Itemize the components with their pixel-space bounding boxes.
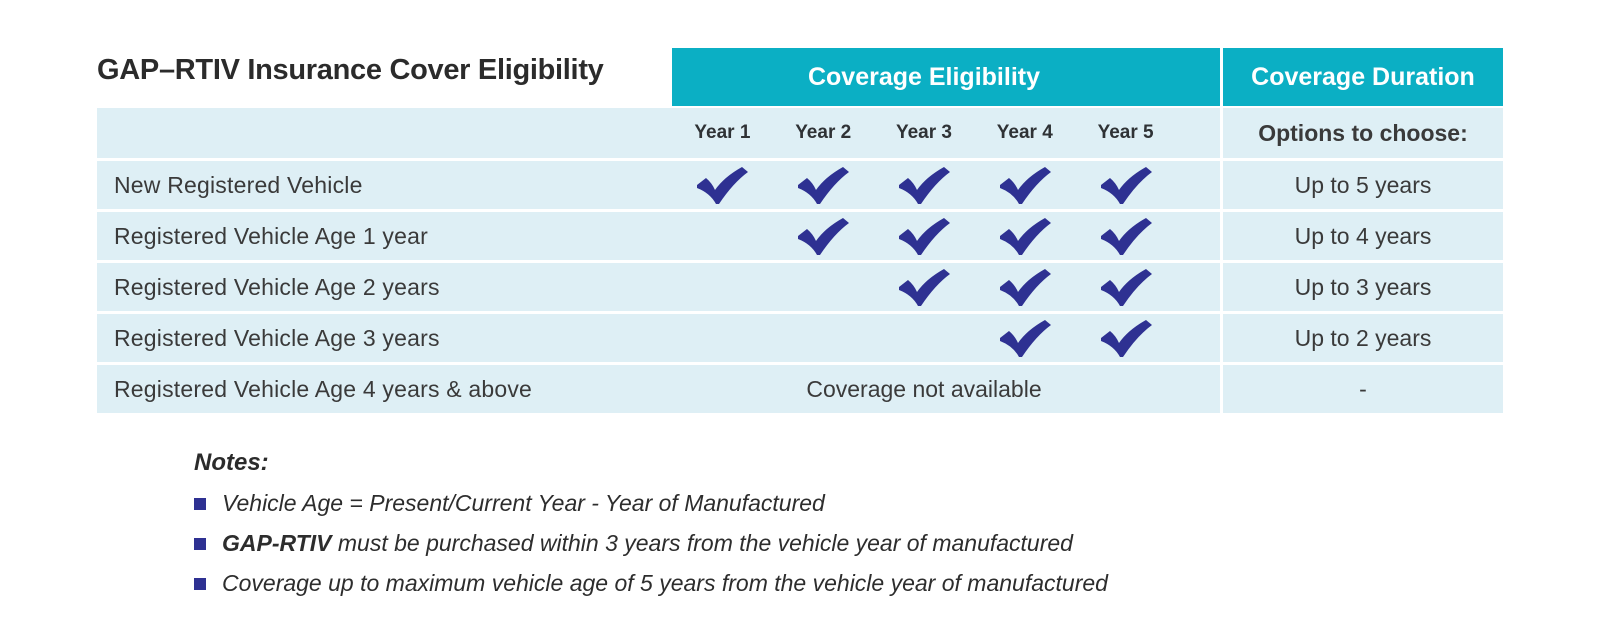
options-to-choose-header: Options to choose: <box>1219 108 1503 158</box>
check-cell <box>874 161 975 209</box>
coverage-eligibility-header: Coverage Eligibility <box>807 62 1040 91</box>
check-icon <box>1100 269 1152 306</box>
duration-value: Up to 3 years <box>1219 263 1503 311</box>
check-cell <box>974 314 1075 362</box>
check-cell <box>672 212 773 260</box>
check-cell <box>1075 263 1176 311</box>
check-icon <box>898 167 950 204</box>
subheader-spacer-cell <box>1176 108 1220 158</box>
check-cell <box>1075 314 1176 362</box>
note-text: Coverage up to maximum vehicle age of 5 … <box>222 570 1108 596</box>
row-spacer-cell <box>1176 314 1220 362</box>
year-1-header: Year 1 <box>694 122 751 143</box>
row-label: Registered Vehicle Age 3 years <box>114 324 440 351</box>
check-cell <box>672 161 773 209</box>
check-icon <box>1100 167 1152 204</box>
note-text: GAP-RTIV must be purchased within 3 year… <box>222 530 1073 556</box>
row-spacer-cell <box>1176 212 1220 260</box>
coverage-not-available-cell: Coverage not available <box>806 375 1042 402</box>
check-icon <box>697 167 749 204</box>
check-cell <box>974 161 1075 209</box>
duration-value: Up to 5 years <box>1219 161 1503 209</box>
duration-value: - <box>1219 365 1503 413</box>
check-cell <box>874 212 975 260</box>
note-item: Vehicle Age = Present/Current Year - Yea… <box>194 490 1600 517</box>
year-4-header: Year 4 <box>996 122 1053 143</box>
check-icon <box>798 218 850 255</box>
coverage-duration-header: Coverage Duration <box>1220 48 1503 106</box>
check-icon <box>1100 218 1152 255</box>
check-cell <box>974 212 1075 260</box>
row-label: Registered Vehicle Age 4 years & above <box>114 375 533 402</box>
check-cell <box>874 314 975 362</box>
check-cell <box>773 161 874 209</box>
check-icon <box>999 167 1051 204</box>
row-label: Registered Vehicle Age 1 year <box>114 222 428 249</box>
eligibility-table: Year 1 Year 2 Year 3 Year 4 Year 5 Optio… <box>97 108 1503 413</box>
note-item: GAP-RTIV must be purchased within 3 year… <box>194 530 1600 557</box>
check-cell <box>773 212 874 260</box>
year-3-header: Year 3 <box>895 122 952 143</box>
row-label: New Registered Vehicle <box>114 171 363 198</box>
year-5-header: Year 5 <box>1097 122 1154 143</box>
notes-heading: Notes: <box>194 449 269 476</box>
check-icon <box>1100 320 1152 357</box>
duration-value: Up to 4 years <box>1219 212 1503 260</box>
check-cell <box>1075 161 1176 209</box>
check-icon <box>999 218 1051 255</box>
check-icon <box>898 218 950 255</box>
table-row: Registered Vehicle Age 2 years Up to 3 y… <box>97 260 1503 311</box>
check-cell <box>672 263 773 311</box>
row-label: Registered Vehicle Age 2 years <box>114 273 440 300</box>
header-row: GAP–RTIV Insurance Cover Eligibility Cov… <box>97 48 1600 106</box>
table-header-band: Coverage Eligibility Coverage Duration <box>672 48 1503 106</box>
page-title: GAP–RTIV Insurance Cover Eligibility <box>97 53 604 86</box>
row-spacer-cell <box>1176 263 1220 311</box>
table-row: New Registered Vehicle Up to 5 years <box>97 158 1503 209</box>
header-band-spacer <box>1176 48 1220 106</box>
note-item: Coverage up to maximum vehicle age of 5 … <box>194 570 1600 597</box>
square-bullet-icon <box>194 497 206 510</box>
year-2-header: Year 2 <box>795 122 852 143</box>
row-spacer-cell <box>1176 161 1220 209</box>
note-text: Vehicle Age = Present/Current Year - Yea… <box>222 490 825 516</box>
check-icon <box>999 269 1051 306</box>
square-bullet-icon <box>194 537 206 550</box>
check-icon <box>798 167 850 204</box>
check-cell <box>1075 212 1176 260</box>
duration-value: Up to 2 years <box>1219 314 1503 362</box>
table-row: Registered Vehicle Age 4 years & above C… <box>97 362 1503 413</box>
table-row: Registered Vehicle Age 1 year Up to 4 ye… <box>97 209 1503 260</box>
notes-section: Notes: Vehicle Age = Present/Current Yea… <box>194 449 1600 597</box>
check-cell <box>773 263 874 311</box>
row-spacer-cell <box>1176 365 1220 413</box>
check-icon <box>898 269 950 306</box>
square-bullet-icon <box>194 577 206 590</box>
table-row: Registered Vehicle Age 3 years Up to 2 y… <box>97 311 1503 362</box>
subheader-empty-cell <box>97 108 672 158</box>
table-subheader-row: Year 1 Year 2 Year 3 Year 4 Year 5 Optio… <box>97 108 1503 158</box>
check-cell <box>974 263 1075 311</box>
check-cell <box>874 263 975 311</box>
check-icon <box>999 320 1051 357</box>
check-cell <box>773 314 874 362</box>
check-cell <box>672 314 773 362</box>
